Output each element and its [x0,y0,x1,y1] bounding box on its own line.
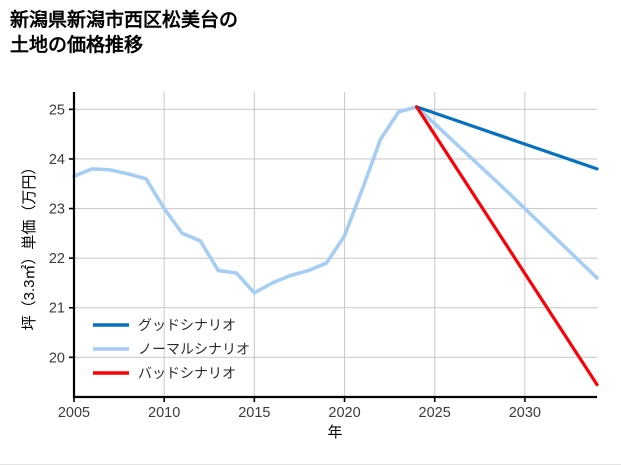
series-group [72,105,599,387]
x-tick-label: 2010 [148,405,180,421]
legend-label: グッドシナリオ [138,317,236,333]
y-tick-label: 21 [49,301,65,317]
x-tick-labels: 2005 2010 2015 2020 2025 2030 [58,405,541,421]
y-tick-label: 24 [49,152,65,168]
legend-label: バッドシナリオ [138,365,236,381]
series-line-good [415,105,599,171]
page-title: 新潟県新潟市西区松美台の 土地の価格推移 [10,10,239,57]
x-tick-label: 2030 [509,405,541,421]
y-tick-label: 23 [49,202,65,218]
tickmarks-group [69,108,526,402]
x-tick-label: 2020 [328,405,360,421]
y-tick-labels: 20 21 22 23 24 25 [49,102,65,366]
y-tick-label: 22 [49,251,65,267]
axis-spines [72,92,597,399]
series-line-bad [415,105,599,387]
x-axis-label: 年 [327,424,342,441]
x-tick-label: 2005 [58,405,90,421]
x-tick-label: 2025 [419,405,451,421]
y-tick-label: 20 [49,350,65,366]
x-tick-label: 2015 [238,405,270,421]
series-line-normal [72,105,599,295]
legend-label: ノーマルシナリオ [138,341,250,357]
axis-lines [72,92,597,399]
y-tick-label: 25 [49,102,65,118]
y-axis-label: 坪（3.3㎡）単価（万円） [21,160,38,331]
